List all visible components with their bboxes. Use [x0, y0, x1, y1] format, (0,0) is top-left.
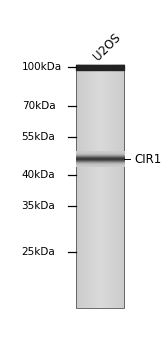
Text: 55kDa: 55kDa	[22, 132, 55, 142]
Text: CIR1: CIR1	[134, 153, 161, 166]
Bar	[76, 65, 124, 70]
Text: 70kDa: 70kDa	[22, 101, 55, 111]
Text: 35kDa: 35kDa	[22, 201, 55, 211]
Text: 100kDa: 100kDa	[22, 62, 62, 72]
Text: 25kDa: 25kDa	[22, 247, 55, 257]
Bar	[76, 65, 124, 308]
Text: U2OS: U2OS	[91, 31, 123, 64]
Text: 40kDa: 40kDa	[22, 170, 55, 180]
